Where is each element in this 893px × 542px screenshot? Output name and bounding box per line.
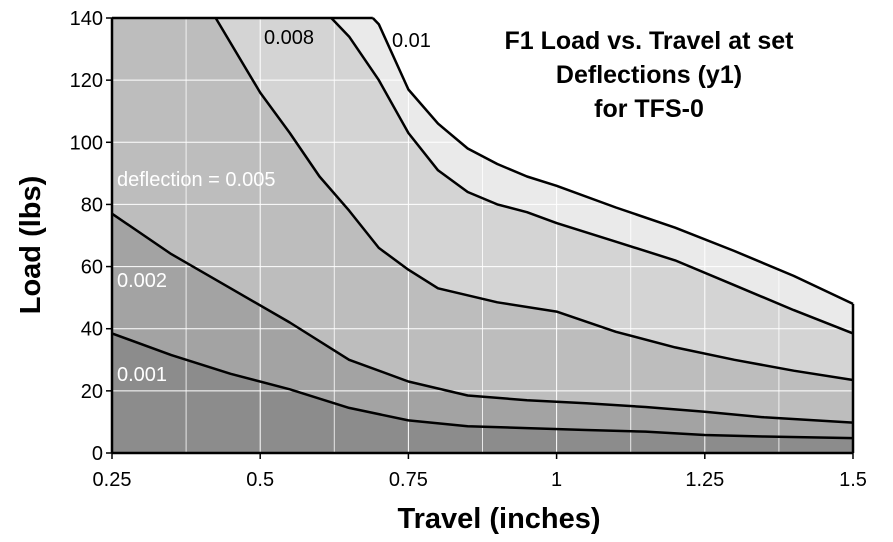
deflection-curves [111,17,854,440]
curve-label-0.01: 0.01 [392,30,431,52]
chart-title-line-1: F1 Load vs. Travel at set [504,27,794,55]
y-tick-label: 100 [70,132,103,154]
y-tick-label: 60 [81,257,103,279]
x-axis-title: Travel (inches) [397,503,600,535]
curve-0.002 [111,212,854,424]
curve-label-0.008: 0.008 [264,27,314,49]
curve-0.01 [371,17,854,306]
y-tick-label: 80 [81,194,103,216]
y-tick-labels: 0 20 40 60 80 100 120 140 [70,8,112,465]
x-tick-labels: 0.25 0.5 0.75 1 1.25 1.5 [93,453,867,491]
x-tick-label: 0.75 [389,469,428,491]
curve-label-0.005: deflection = 0.005 [117,169,275,191]
y-tick-label: 120 [70,70,103,92]
curve-0.005 [214,17,854,382]
chart-title-line-2: Deflections (y1) [556,61,742,89]
x-tick-label: 1.25 [685,469,724,491]
y-axis-title: Load (lbs) [15,176,47,315]
grid-lines [112,18,853,453]
curve-0.001 [111,332,854,440]
y-tick-label: 20 [81,381,103,403]
chart-title-line-3: for TFS-0 [594,95,704,123]
x-tick-label: 1.5 [839,469,867,491]
plot-frame [110,16,855,455]
curve-labels: 0.001 0.002 deflection = 0.005 0.008 0.01 [117,27,431,386]
y-tick-label: 140 [70,8,103,30]
y-tick-label: 40 [81,319,103,341]
region-fill-0.002 [112,18,853,453]
curve-label-0.002: 0.002 [117,270,167,292]
y-tick-label: 0 [92,443,103,465]
curve-0.008 [330,17,854,335]
x-tick-label: 0.5 [246,469,274,491]
x-tick-label: 0.25 [93,469,132,491]
curve-label-0.001: 0.001 [117,364,167,386]
x-tick-label: 1 [551,469,562,491]
